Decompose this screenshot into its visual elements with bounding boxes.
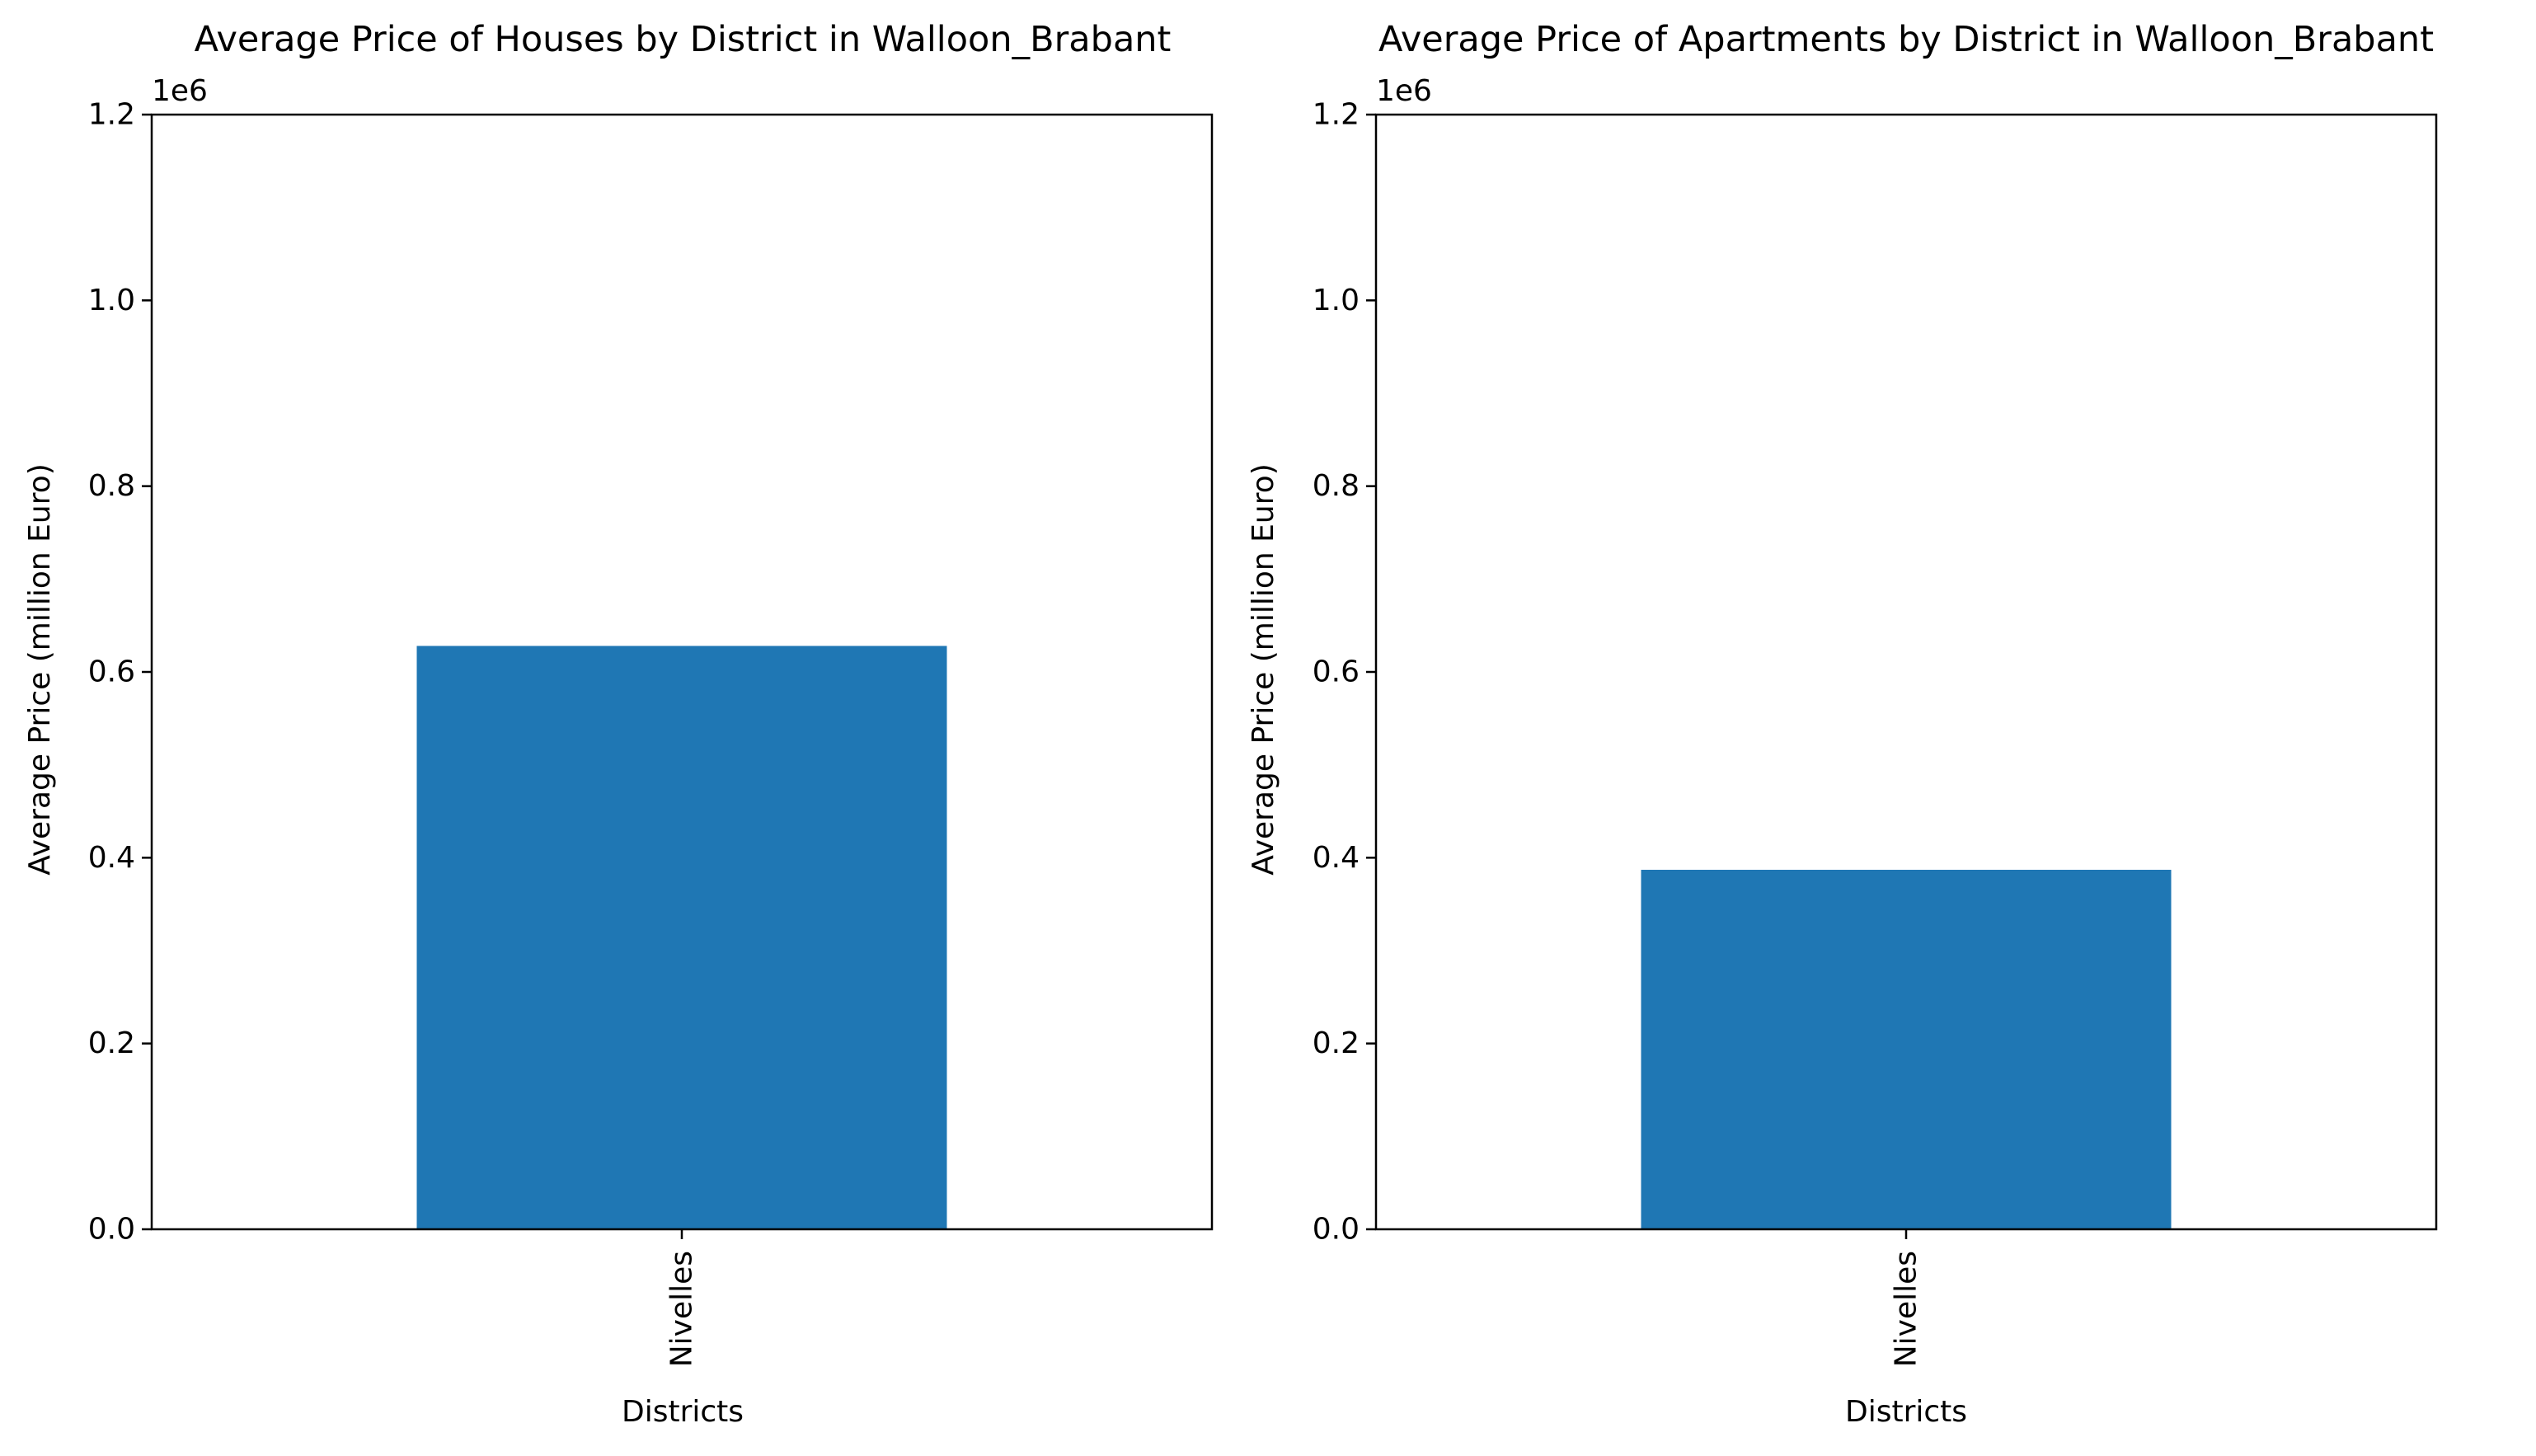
apartments-y-tick-label-6: 1.2 [1313, 98, 1360, 132]
apartments-y-tick-label-5: 1.0 [1313, 284, 1360, 317]
apartments-y-tick-label-4: 0.8 [1313, 469, 1360, 503]
apartments-x-axis-label: Districts [1845, 1395, 1967, 1429]
apartments-plot-frame [1374, 113, 2438, 1231]
apartments-y-tick-label-0: 0.0 [1313, 1213, 1360, 1247]
apartments-chart: Average Price of Apartments by District … [1247, 19, 2438, 1429]
apartments-x-tick-label-0: Nivelles [1890, 1251, 1923, 1367]
houses-y-offset-label: 1e6 [152, 74, 208, 108]
apartments-y-tick-label-1: 0.2 [1313, 1026, 1360, 1060]
houses-plot-area: 0.0 0.2 0.4 0.6 0.8 1.0 1.2 Nivelles [88, 98, 947, 1367]
houses-y-tick-label-4: 0.8 [88, 469, 135, 503]
houses-y-tick-label-6: 1.2 [88, 98, 135, 132]
apartments-y-offset-label: 1e6 [1376, 74, 1432, 108]
houses-x-tick-label-0: Nivelles [665, 1251, 699, 1367]
houses-y-tick-label-5: 1.0 [88, 284, 135, 317]
apartments-y-axis-label: Average Price (million Euro) [1247, 463, 1280, 876]
apartments-y-tick-label-3: 0.6 [1313, 655, 1360, 689]
houses-plot-frame [150, 113, 1214, 1231]
houses-x-axis-label: Districts [622, 1395, 744, 1429]
houses-y-tick-label-1: 0.2 [88, 1026, 135, 1060]
apartments-bar-0 [1641, 869, 2172, 1229]
houses-y-tick-label-2: 0.4 [88, 841, 135, 875]
houses-y-tick-label-3: 0.6 [88, 655, 135, 689]
houses-chart: Average Price of Houses by District in W… [23, 19, 1214, 1429]
houses-y-axis-label: Average Price (million Euro) [23, 463, 57, 876]
apartments-plot-area: 0.0 0.2 0.4 0.6 0.8 1.0 1.2 Nivelles [1313, 98, 2172, 1367]
houses-y-tick-label-0: 0.0 [88, 1213, 135, 1247]
houses-chart-title: Average Price of Houses by District in W… [195, 19, 1172, 60]
apartments-chart-title: Average Price of Apartments by District … [1378, 19, 2434, 60]
houses-bar-0 [416, 646, 947, 1229]
apartments-y-tick-label-2: 0.4 [1313, 841, 1360, 875]
